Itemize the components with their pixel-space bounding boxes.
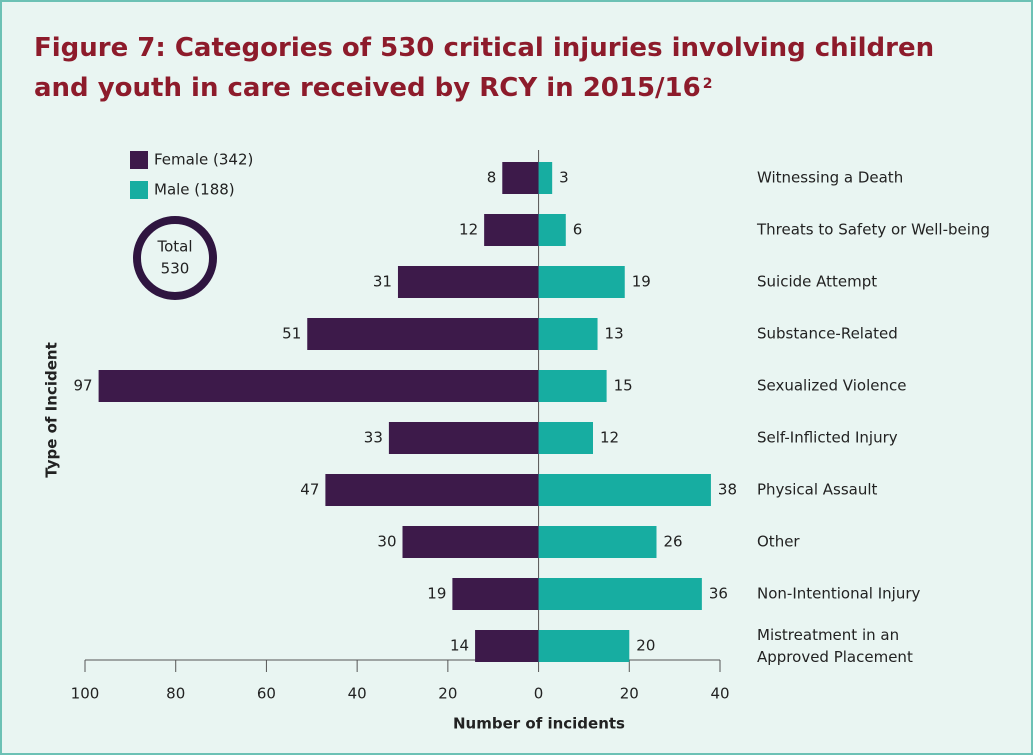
bar — [325, 474, 539, 506]
bar — [484, 214, 539, 246]
category-label: Self-Inflicted Injury — [757, 429, 898, 447]
bar — [538, 526, 657, 558]
bar — [538, 630, 630, 662]
data-label: 8 — [487, 169, 497, 187]
x-tick-label: 40 — [710, 685, 729, 703]
category-label: Substance-Related — [757, 325, 898, 343]
bar — [538, 318, 598, 350]
annotation: Total — [156, 238, 192, 256]
data-label: 20 — [636, 637, 655, 655]
category-label: Witnessing a Death — [757, 169, 903, 187]
x-tick-label: 40 — [348, 685, 367, 703]
category-label: Other — [757, 533, 800, 551]
bar — [538, 474, 711, 506]
x-tick-label: 60 — [257, 685, 276, 703]
data-label: 19 — [427, 585, 446, 603]
data-label: 97 — [74, 377, 93, 395]
y-axis-label: Type of Incident — [43, 342, 61, 477]
legend-label: Female (342) — [154, 151, 253, 169]
category-label: Non-Intentional Injury — [757, 585, 920, 603]
data-label: 31 — [373, 273, 392, 291]
x-tick-label: 20 — [438, 685, 457, 703]
bar — [402, 526, 539, 558]
data-label: 6 — [573, 221, 583, 239]
bar — [98, 370, 539, 402]
legend-swatch — [130, 151, 148, 169]
bar — [538, 370, 607, 402]
bar — [538, 162, 553, 194]
data-label: 36 — [709, 585, 728, 603]
data-label: 3 — [559, 169, 569, 187]
bar — [475, 630, 539, 662]
x-tick-label: 80 — [166, 685, 185, 703]
chart-title: Figure 7: Categories of 530 critical inj… — [34, 33, 934, 63]
data-label: 26 — [664, 533, 683, 551]
legend-swatch — [130, 181, 148, 199]
data-label: 38 — [718, 481, 737, 499]
bar — [388, 422, 539, 454]
x-tick-label: 0 — [534, 685, 544, 703]
data-label: 47 — [300, 481, 319, 499]
bar — [538, 266, 625, 298]
bar — [502, 162, 539, 194]
data-label: 33 — [364, 429, 383, 447]
category-label: Physical Assault — [757, 481, 878, 499]
category-label: Threats to Safety or Well-being — [756, 221, 990, 239]
bar — [538, 214, 566, 246]
chart-title: and youth in care received by RCY in 201… — [34, 73, 701, 103]
data-label: 14 — [450, 637, 469, 655]
data-label: 12 — [600, 429, 619, 447]
bar — [538, 578, 702, 610]
data-label: 13 — [605, 325, 624, 343]
bar — [397, 266, 539, 298]
x-tick-label: 100 — [71, 685, 100, 703]
bar — [452, 578, 539, 610]
x-tick-label: 20 — [620, 685, 639, 703]
annotation: 530 — [161, 260, 190, 278]
legend-label: Male (188) — [154, 181, 235, 199]
total-circle — [133, 216, 217, 300]
data-label: 30 — [377, 533, 396, 551]
data-label: 15 — [614, 377, 633, 395]
x-axis-label: Number of incidents — [453, 715, 625, 733]
data-label: 51 — [282, 325, 301, 343]
bar — [538, 422, 593, 454]
data-label: 19 — [632, 273, 651, 291]
title-note: 2 — [703, 76, 713, 92]
category-label: Sexualized Violence — [757, 377, 906, 395]
category-label: Suicide Attempt — [757, 273, 877, 291]
data-label: 12 — [459, 221, 478, 239]
category-label: Mistreatment in an Approved Placement — [757, 626, 913, 666]
bar — [307, 318, 539, 350]
